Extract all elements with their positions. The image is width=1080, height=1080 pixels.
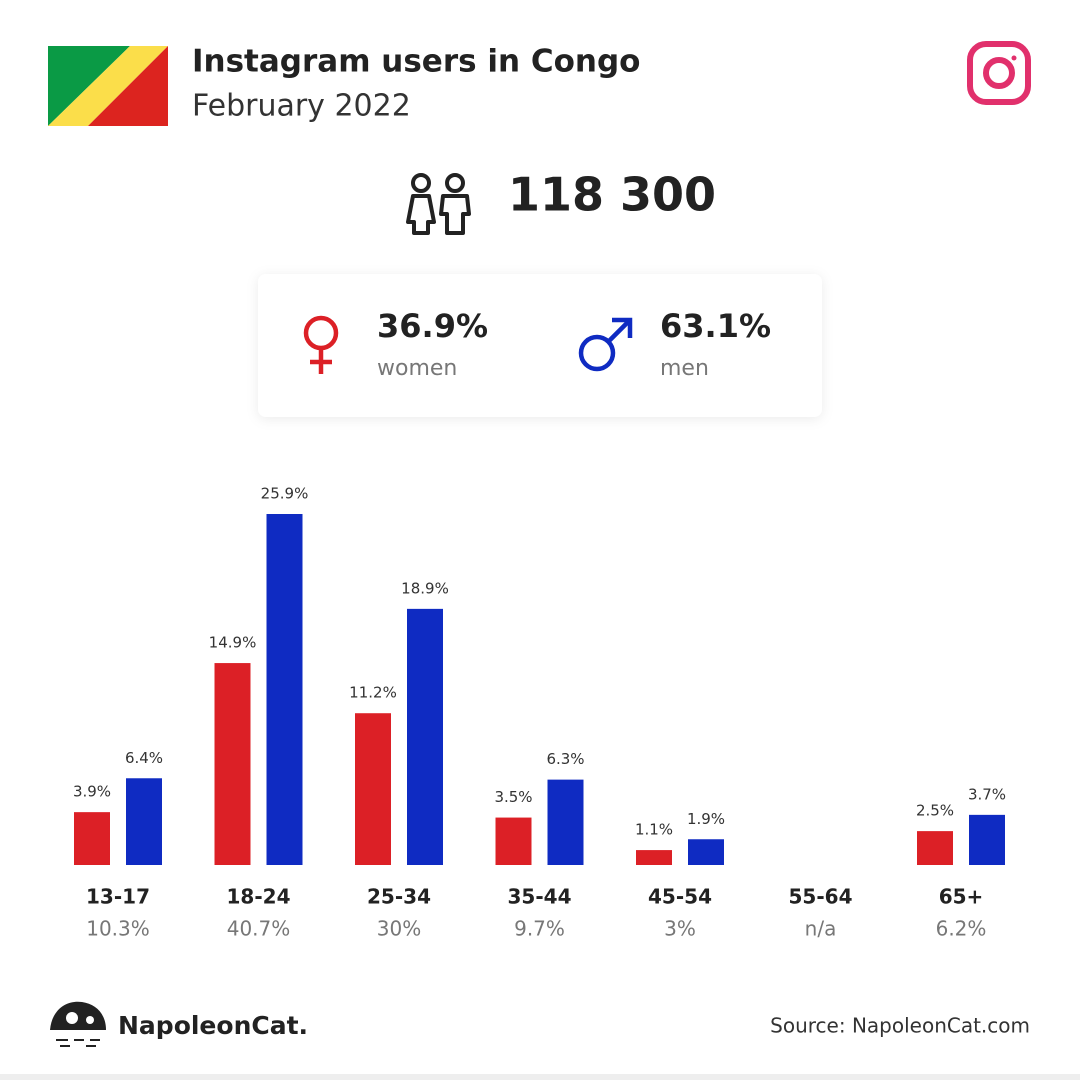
bar	[214, 663, 251, 865]
source: Source: NapoleonCat.com	[770, 1014, 1030, 1038]
total-users: 118 300	[508, 168, 716, 222]
women-share: 36.9%	[377, 307, 488, 345]
category-total: 6.2%	[936, 917, 987, 941]
category-total: n/a	[805, 917, 837, 941]
instagram-logo	[967, 41, 1031, 105]
bar	[355, 713, 391, 865]
bar	[495, 817, 532, 865]
female-symbol	[303, 315, 339, 374]
value-label: 3.5%	[494, 788, 532, 806]
brand-logo	[50, 1001, 106, 1047]
value-label: 14.9%	[209, 634, 257, 652]
category-label: 18-24	[227, 885, 291, 909]
category-total: 9.7%	[514, 917, 565, 941]
value-label: 3.9%	[73, 783, 111, 801]
category-label: 25-34	[367, 885, 431, 909]
women-label: women	[377, 356, 457, 381]
flag	[48, 46, 168, 126]
category-label: 35-44	[508, 885, 572, 909]
value-label: 18.9%	[401, 579, 449, 597]
bar	[407, 608, 443, 865]
value-label: 6.4%	[125, 749, 163, 767]
bar	[688, 839, 724, 865]
value-label: 25.9%	[261, 485, 309, 503]
category-total: 30%	[377, 917, 421, 941]
value-label: 6.3%	[546, 750, 584, 768]
bar	[547, 779, 584, 865]
category-total: 10.3%	[86, 917, 150, 941]
men-label: men	[660, 356, 709, 381]
bottom-strip	[0, 1074, 1080, 1080]
category-label: 55-64	[789, 885, 853, 909]
gender-card	[258, 274, 822, 417]
value-label: 3.7%	[968, 785, 1006, 803]
brand: NapoleonCat.	[118, 1011, 308, 1040]
subtitle: February 2022	[192, 89, 411, 124]
category-label: 45-54	[648, 885, 712, 909]
bar	[969, 814, 1005, 865]
bar	[74, 812, 110, 865]
bar	[917, 831, 953, 865]
men-share: 63.1%	[660, 307, 771, 345]
category-total: 40.7%	[227, 917, 291, 941]
bar	[266, 514, 303, 865]
users-icon	[406, 173, 471, 235]
value-label: 1.1%	[635, 821, 673, 839]
bar	[636, 850, 672, 865]
bar-chart: 13-17 10.3% 3.9% 6.4% 18-24 40.7% 14.9% 25.9% 25…	[73, 485, 1006, 941]
male-symbol	[578, 317, 633, 372]
category-label: 65+	[939, 885, 984, 909]
category-label: 13-17	[86, 885, 150, 909]
value-label: 1.9%	[687, 810, 725, 828]
value-label: 2.5%	[916, 802, 954, 820]
value-label: 11.2%	[349, 684, 397, 702]
category-total: 3%	[664, 917, 696, 941]
bar	[126, 778, 162, 865]
title: Instagram users in Congo	[192, 44, 640, 80]
